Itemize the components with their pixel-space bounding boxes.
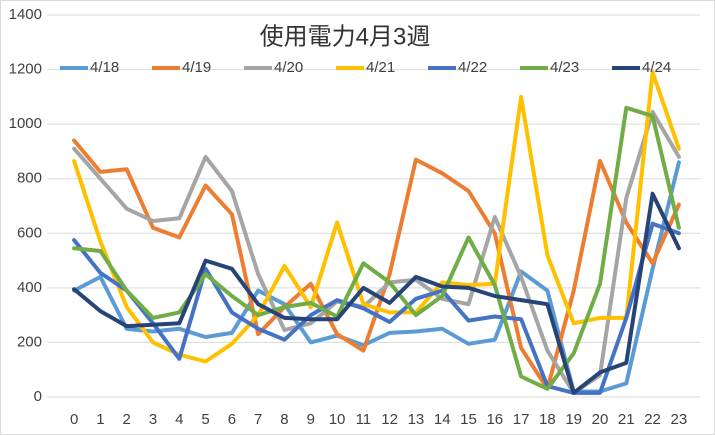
legend-label: 4/22 (458, 59, 487, 76)
chart-title: 使用電力4月3週 (260, 23, 431, 50)
y-tick-label: 1200 (9, 61, 42, 78)
x-tick-label: 8 (280, 411, 288, 428)
x-tick-label: 7 (254, 411, 262, 428)
x-tick-label: 16 (486, 411, 503, 428)
series-line (72, 138, 681, 391)
y-tick-label: 200 (17, 333, 42, 350)
x-tick-label: 12 (381, 411, 398, 428)
legend-label: 4/18 (90, 59, 119, 76)
x-tick-label: 18 (539, 411, 556, 428)
y-tick-label: 800 (17, 170, 42, 187)
x-tick-label: 5 (201, 411, 209, 428)
series-line (72, 221, 681, 395)
x-tick-label: 2 (123, 411, 131, 428)
x-tick-label: 4 (175, 411, 183, 428)
legend-label: 4/20 (274, 59, 303, 76)
x-tick-label: 17 (513, 411, 530, 428)
legend-label: 4/24 (642, 59, 671, 76)
x-tick-label: 3 (149, 411, 157, 428)
x-tick-label: 22 (644, 411, 661, 428)
x-tick-label: 21 (618, 411, 635, 428)
y-tick-label: 400 (17, 279, 42, 296)
x-tick-label: 0 (70, 411, 78, 428)
x-tick-label: 10 (329, 411, 346, 428)
y-tick-label: 0 (34, 388, 42, 405)
legend-label: 4/19 (182, 59, 211, 76)
series-line (72, 105, 681, 391)
y-tick-label: 1400 (9, 6, 42, 23)
legend-label: 4/21 (366, 59, 395, 76)
y-tick-label: 1000 (9, 115, 42, 132)
x-tick-label: 13 (408, 411, 425, 428)
series-line (72, 191, 681, 395)
x-tick-label: 15 (460, 411, 477, 428)
x-tick-label: 23 (671, 411, 688, 428)
x-tick-label: 9 (307, 411, 315, 428)
x-tick-label: 11 (356, 411, 372, 428)
x-tick-label: 19 (565, 411, 582, 428)
x-tick-label: 14 (434, 411, 451, 428)
x-tick-label: 6 (228, 411, 236, 428)
x-tick-label: 1 (96, 411, 104, 428)
y-tick-label: 600 (17, 224, 42, 241)
legend-label: 4/23 (550, 59, 579, 76)
x-tick-label: 20 (592, 411, 609, 428)
